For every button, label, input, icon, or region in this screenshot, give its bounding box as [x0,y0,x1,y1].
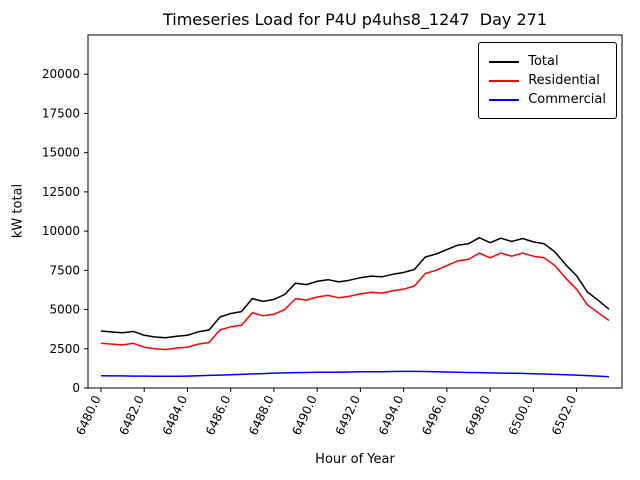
legend-label-residential: Residential [528,73,600,88]
legend-label-total: Total [528,54,559,69]
y-tick-label: 17500 [42,106,80,120]
y-axis-label: kW total [10,183,26,239]
x-tick-label: 6502.0 [549,393,579,437]
residential-line [100,252,610,351]
legend-entry-total: Total [489,54,606,69]
x-tick-label: 6496.0 [419,393,449,437]
x-tick-label: 6488.0 [246,393,276,437]
x-axis-label: Hour of Year [315,452,395,467]
x-tick-label: 6500.0 [506,393,536,437]
commercial-line [100,370,610,378]
y-tick-label: 20000 [42,67,80,81]
y-tick-label: 2500 [49,342,80,356]
x-tick-label: 6492.0 [333,393,363,437]
x-tick-label: 6498.0 [462,393,492,437]
legend-entry-residential: Residential [489,73,606,88]
x-tick-label: 6484.0 [160,393,190,437]
x-tick-label: 6480.0 [73,393,103,437]
y-tick-label: 12500 [42,185,80,199]
legend-entry-commercial: Commercial [489,92,606,107]
y-tick-label: 5000 [49,303,80,317]
chart-title: Timeseries Load for P4U p4uhs8_1247 Day … [162,10,548,29]
y-tick-label: 0 [72,381,80,395]
x-tick-label: 6482.0 [116,393,146,437]
y-tick-label: 15000 [42,146,80,160]
x-tick-label: 6486.0 [203,393,233,437]
x-tick-label: 6494.0 [376,393,406,437]
total-line-swatch [489,60,520,63]
y-tick-label: 10000 [42,224,80,238]
legend: Total Residential Commercial [478,42,617,119]
commercial-line-swatch [489,98,520,101]
axes-frame [87,34,623,389]
legend-label-commercial: Commercial [528,92,606,107]
residential-line-swatch [489,79,520,82]
x-tick-label: 6490.0 [289,393,319,437]
y-tick-label: 7500 [49,263,80,277]
total-line [100,236,610,339]
